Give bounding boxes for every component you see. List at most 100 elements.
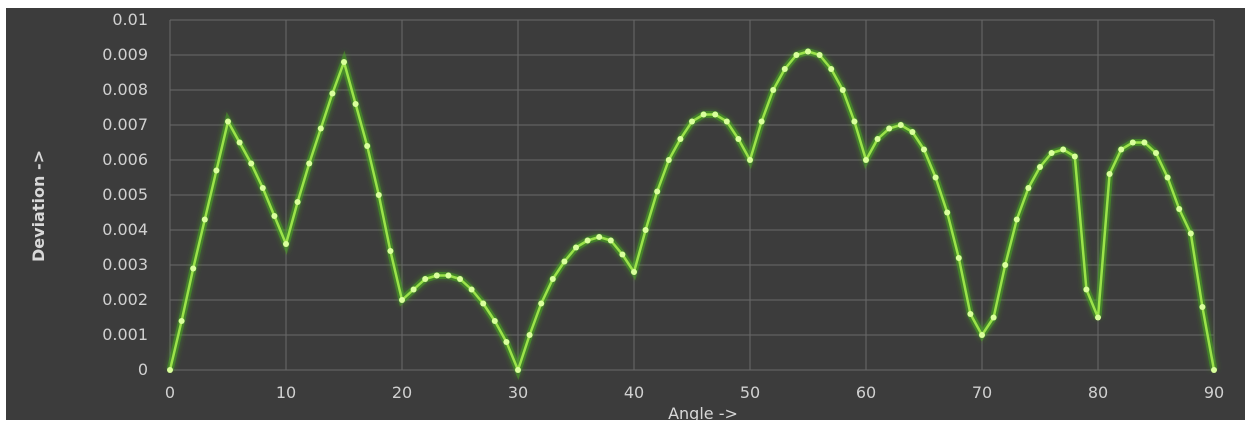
chart-area: 0 0.001 0.002 0.003 0.004 0.005 0.006 0.007 0.00… [6,8,1245,420]
y-tick-label: 0.01 [112,10,148,29]
data-point [445,272,452,279]
data-point [1071,153,1078,160]
x-tick-label: 70 [972,383,992,402]
y-tick-label: 0.009 [102,45,148,64]
data-point [863,157,869,163]
x-tick-label: 60 [856,383,876,402]
data-point [1048,150,1055,156]
grid-lines [169,19,1215,371]
data-point [990,314,997,321]
data-point [271,213,278,219]
data-point [886,125,893,132]
data-point [747,157,753,163]
data-point [410,286,417,293]
data-point [700,111,707,118]
data-point [816,52,823,58]
data-point [1164,174,1171,181]
data-point [584,237,591,244]
x-tick-label: 0 [165,383,175,402]
data-point [967,311,974,317]
data-point [341,59,347,65]
y-axis-ticks: 0 0.001 0.002 0.003 0.004 0.005 0.006 0.007 0.00… [102,10,148,379]
data-point [1118,146,1125,153]
data-point [758,118,765,125]
data-point [352,101,359,107]
data-point [573,244,579,251]
data-point [468,286,475,293]
data-point [399,297,405,303]
data-point [1083,286,1090,293]
data-point [955,255,962,261]
data-point [248,160,255,167]
data-point [723,118,730,125]
data-point [1187,230,1194,237]
series-line [168,50,1216,372]
data-point [1095,314,1101,321]
data-point [259,185,266,191]
data-point [526,332,533,338]
data-point [283,241,289,247]
data-point [1153,150,1159,156]
data-point [387,248,394,254]
data-point [689,118,695,125]
data-point [306,160,313,167]
data-point [619,251,626,258]
data-point [1060,146,1067,153]
data-point [503,339,510,345]
data-point [294,199,301,205]
y-tick-label: 0.006 [102,150,148,169]
y-tick-label: 0.003 [102,255,148,274]
data-point [735,136,742,142]
y-tick-label: 0.007 [102,115,148,134]
data-point [781,66,788,72]
y-tick-label: 0.005 [102,185,148,204]
data-point [828,66,835,72]
data-point [236,139,243,146]
data-point [712,111,719,118]
data-point [1037,164,1043,170]
y-tick-label: 0.008 [102,80,148,99]
data-point [921,146,927,153]
data-point [561,258,568,265]
x-tick-label: 10 [276,383,296,402]
data-point [491,318,498,324]
data-point [596,234,603,240]
data-point [793,52,800,58]
data-point [979,332,985,338]
y-tick-label: 0.001 [102,325,148,344]
data-point [607,237,614,244]
data-point [375,192,382,198]
data-point [213,167,220,174]
data-point [897,122,904,128]
data-point [805,48,811,55]
y-tick-label: 0.004 [102,220,148,239]
data-point [201,216,208,223]
series-glow [166,47,1218,381]
data-point [1002,262,1009,268]
data-point [433,272,440,279]
data-point [1106,171,1113,177]
x-axis-label: Angle -> [668,404,738,420]
data-point [851,118,858,125]
x-tick-label: 20 [392,383,412,402]
y-axis-label: Deviation -> [29,150,48,262]
data-point [665,157,672,163]
x-tick-label: 30 [508,383,528,402]
data-point [167,367,173,373]
data-point [932,174,939,181]
data-point [364,143,371,149]
x-tick-label: 40 [624,383,644,402]
data-point [515,367,521,373]
x-tick-label: 50 [740,383,760,402]
y-tick-label: 0.002 [102,290,148,309]
data-point [422,276,429,282]
data-point [944,209,951,216]
data-point [770,87,777,93]
data-point [480,300,487,307]
data-point [1141,139,1148,146]
data-point [1211,367,1217,373]
x-tick-label: 90 [1204,383,1224,402]
data-point [190,265,197,272]
data-point [225,118,231,125]
x-tick-label: 80 [1088,383,1108,402]
